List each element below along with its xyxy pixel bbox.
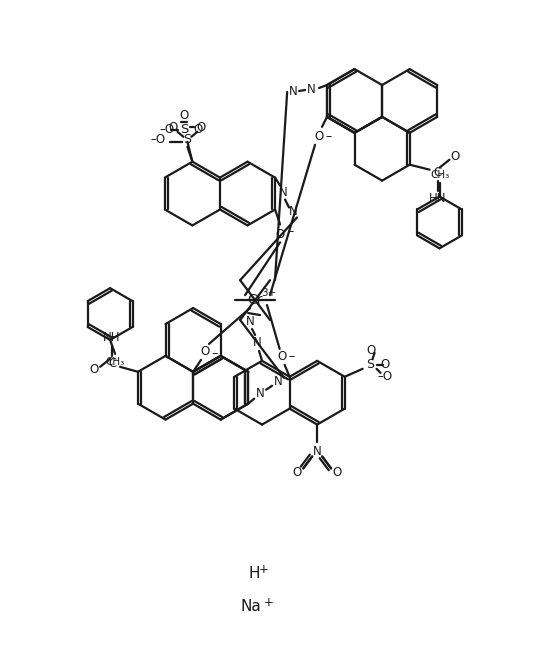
Text: O: O: [315, 130, 324, 143]
Text: –: –: [212, 347, 218, 360]
Text: N: N: [246, 315, 255, 328]
Text: 3+: 3+: [261, 288, 277, 298]
Text: N: N: [279, 186, 287, 199]
Text: O: O: [277, 350, 286, 363]
Text: N: N: [256, 387, 264, 400]
Text: Cr: Cr: [247, 293, 263, 307]
Text: NH: NH: [104, 332, 121, 345]
Text: –: –: [326, 130, 332, 143]
Text: –O: –O: [159, 123, 174, 136]
Text: –O: –O: [377, 371, 392, 384]
Text: O: O: [200, 345, 210, 358]
Text: N: N: [274, 375, 282, 388]
Text: –O: –O: [150, 133, 165, 146]
Text: O: O: [276, 228, 285, 241]
Text: S: S: [183, 133, 191, 146]
Text: O: O: [194, 123, 203, 136]
Text: N: N: [313, 445, 321, 458]
Text: CH₃: CH₃: [430, 169, 449, 180]
Text: HN: HN: [429, 192, 446, 205]
Text: O: O: [451, 150, 460, 163]
Text: O: O: [197, 121, 206, 134]
Text: N: N: [289, 205, 297, 218]
Text: C: C: [108, 358, 116, 371]
Text: O: O: [333, 466, 342, 479]
Text: N: N: [307, 82, 316, 95]
Text: +: +: [259, 563, 269, 576]
Text: Na: Na: [241, 599, 262, 615]
Text: O: O: [380, 358, 389, 371]
Text: +: +: [264, 596, 274, 609]
Text: S: S: [180, 123, 189, 136]
Text: –: –: [287, 225, 293, 238]
Text: N: N: [289, 84, 297, 97]
Text: –: –: [288, 350, 295, 363]
Text: N: N: [253, 336, 262, 349]
Text: O: O: [180, 110, 189, 123]
Text: C: C: [434, 166, 442, 179]
Text: O: O: [366, 345, 375, 358]
Text: S: S: [367, 358, 374, 371]
Text: O: O: [169, 121, 178, 134]
Text: H: H: [248, 567, 260, 582]
Text: O: O: [90, 363, 99, 376]
Text: O: O: [293, 466, 302, 479]
Text: CH₃: CH₃: [105, 357, 125, 367]
